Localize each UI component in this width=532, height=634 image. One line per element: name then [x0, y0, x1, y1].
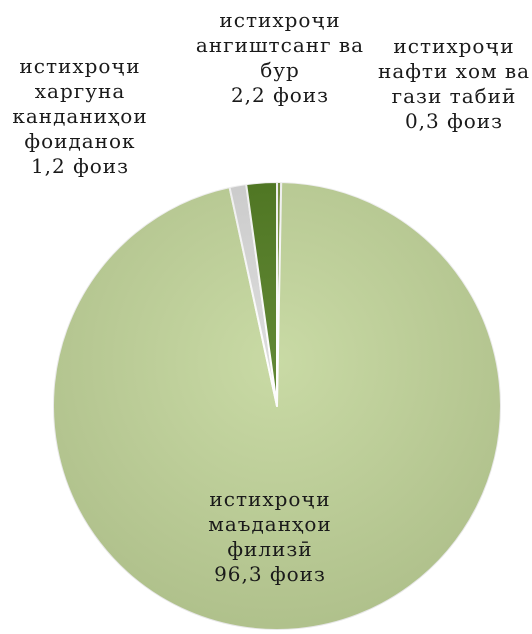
slice-label-other-minerals: истихроҷи харгуна канданиҳои фоиданок 1,… [0, 54, 160, 179]
slice-label-oil-gas: истихроҷи нафти хом ва гази табиӣ 0,3 фо… [378, 34, 530, 134]
slice-label-oil-gas-line-2: нафти хом ва [378, 59, 531, 83]
slice-label-coal-line-3: бур [260, 58, 300, 82]
slice-label-other-minerals-line-3: канданиҳои [12, 104, 148, 128]
slice-label-oil-gas-line-3: гази табиӣ [391, 84, 517, 108]
slice-label-other-minerals-line-2: харгуна [34, 79, 126, 103]
slice-label-coal-value: 2,2 фоиз [230, 83, 330, 107]
slice-label-metal-ores-line-3: филизӣ [227, 537, 313, 561]
slice-label-oil-gas-line-1: истихроҷи [393, 34, 515, 58]
slice-label-metal-ores-line-1: истихроҷи [209, 487, 331, 511]
slice-label-coal-line-1: истихроҷи [219, 8, 341, 32]
slice-label-coal-line-2: ангиштсанг ва [195, 33, 365, 57]
slice-label-other-minerals-value: 1,2 фоиз [30, 154, 130, 178]
slice-label-oil-gas-value: 0,3 фоиз [404, 109, 504, 133]
slice-label-other-minerals-line-4: фоиданок [24, 129, 136, 153]
slice-label-metal-ores-value: 96,3 фоиз [214, 562, 326, 586]
slice-label-metal-ores-line-2: маъданҳои [208, 512, 332, 536]
slice-label-other-minerals-line-1: истихроҷи [19, 54, 141, 78]
slice-label-metal-ores: истихроҷи маъданҳои филизӣ 96,3 фоиз [190, 487, 350, 587]
slice-label-coal: истихроҷи ангиштсанг ва бур 2,2 фоиз [190, 8, 370, 108]
